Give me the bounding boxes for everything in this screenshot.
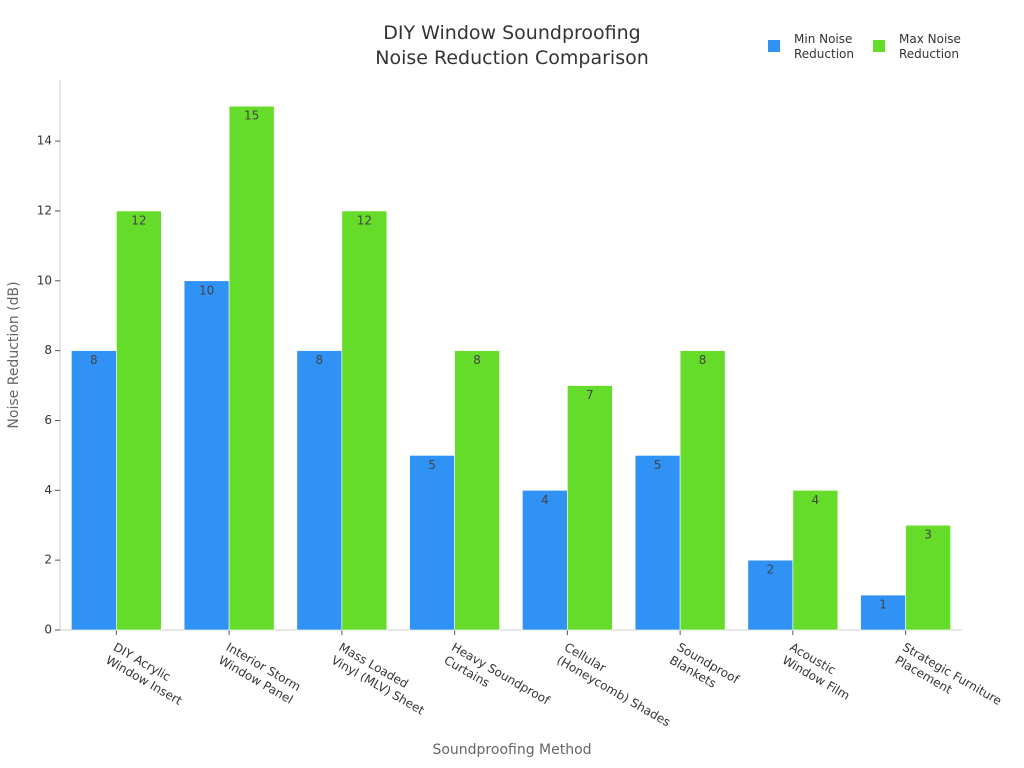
bar (228, 105, 275, 631)
value-label: 1 (879, 598, 887, 612)
y-tick-label: 8 (44, 343, 52, 357)
value-label: 8 (316, 353, 324, 367)
value-label: 2 (767, 563, 775, 577)
x-tick-label: AcousticWindow Film (780, 640, 860, 703)
value-label: 7 (586, 388, 594, 402)
bar (747, 559, 794, 631)
y-tick-label: 10 (37, 273, 52, 287)
bar (792, 490, 839, 631)
x-tick-label: Interior StormWindow Panel (216, 640, 303, 707)
x-tick-label: SoundproofBlankets (667, 640, 742, 700)
bar (454, 350, 500, 631)
value-label: 8 (90, 353, 98, 367)
legend-swatch (768, 40, 780, 52)
x-tick-label: Cellular(Honeycomb) Shades (555, 640, 681, 729)
bar (183, 280, 230, 631)
y-tick-label: 0 (44, 623, 52, 637)
value-label: 8 (699, 353, 707, 367)
legend-swatch (873, 40, 885, 52)
value-label: 12 (131, 213, 146, 227)
bar (679, 350, 726, 631)
bar (634, 455, 681, 631)
y-tick-label: 12 (37, 203, 52, 217)
x-axis-label: Soundproofing Method (432, 742, 591, 758)
bar (522, 490, 568, 631)
y-tick-label: 2 (44, 553, 52, 567)
chart-title: DIY Window Soundproofing Noise Reduction … (375, 22, 649, 69)
value-label: 5 (428, 458, 436, 472)
bar (860, 594, 906, 631)
x-tick-label: Mass LoadedVinyl (MLV) Sheet (329, 640, 435, 718)
value-label: 5 (654, 458, 662, 472)
bar (905, 524, 951, 631)
value-label: 15 (244, 109, 259, 123)
x-tick-label: Strategic FurniturePlacement (893, 640, 1004, 721)
x-tick-label: DIY AcrylicWindow Insert (104, 640, 193, 708)
value-label: 4 (812, 493, 820, 507)
y-tick-label: 14 (37, 134, 52, 148)
value-label: 8 (473, 353, 481, 367)
legend-label: Max Noise Reduction (899, 32, 961, 61)
bar (116, 210, 162, 631)
value-label: 10 (199, 283, 214, 297)
legend-label: Min Noise Reduction (794, 32, 854, 61)
value-label: 4 (541, 493, 549, 507)
y-tick-label: 4 (44, 483, 52, 497)
x-tick-label: Heavy SoundproofCurtains (442, 640, 553, 721)
value-label: 12 (357, 213, 372, 227)
bar (409, 455, 455, 631)
bar (296, 350, 343, 631)
bar (567, 385, 613, 631)
bar (71, 350, 117, 631)
bar (341, 210, 388, 631)
value-label: 3 (924, 528, 932, 542)
y-tick-label: 6 (44, 413, 52, 427)
y-axis-label: Noise Reduction (dB) (6, 281, 22, 428)
